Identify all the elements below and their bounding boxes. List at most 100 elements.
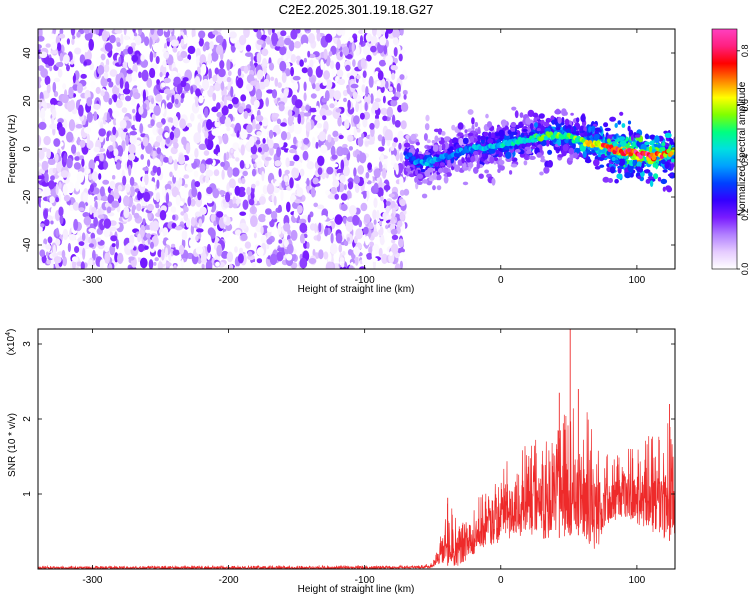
- spectrogram-cell: [457, 122, 464, 130]
- spectrogram-cell: [38, 135, 41, 147]
- spectrogram-cell: [52, 29, 57, 35]
- spectrogram-cell: [73, 162, 81, 170]
- spectrogram-cell: [244, 241, 252, 249]
- spectrogram-cell: [573, 152, 578, 159]
- spectrogram-cell: [338, 244, 343, 253]
- spectrogram-cell: [301, 42, 309, 52]
- spectrogram-cell: [201, 263, 205, 269]
- spectrogram-cell: [198, 30, 206, 39]
- spectrogram-cell: [383, 184, 391, 191]
- x-tick-label: -200: [219, 275, 239, 286]
- spectrogram-cell: [386, 106, 394, 118]
- spectrogram-cell: [147, 159, 151, 167]
- spectrogram-cell: [524, 146, 531, 150]
- spectrogram-cell: [285, 157, 290, 168]
- spectrogram-cell: [290, 66, 294, 77]
- spectrogram-cell: [226, 76, 232, 83]
- spectrogram-cell: [235, 157, 240, 162]
- spectrogram-cell: [319, 108, 327, 117]
- spectrogram-cell: [84, 49, 92, 62]
- spectrogram-cell: [539, 171, 544, 176]
- spectrogram-cell: [40, 223, 45, 228]
- spectrogram-cell: [329, 60, 335, 69]
- snr-scale-suffix: ): [6, 329, 17, 332]
- spectrogram-cell: [526, 149, 531, 155]
- spectrogram-cell: [122, 88, 131, 95]
- spectrogram-cell: [76, 171, 85, 184]
- spectrogram-cell: [283, 175, 289, 183]
- spectrogram-cell: [499, 165, 505, 171]
- spectrogram-cell: [391, 238, 396, 244]
- spectrogram-cell: [184, 183, 188, 188]
- spectrogram-cell: [339, 257, 345, 262]
- spectrogram-cell: [40, 80, 44, 87]
- spectrogram-cell: [347, 134, 354, 142]
- spectrogram-cell: [361, 133, 365, 139]
- spectrogram-cell: [287, 229, 292, 236]
- spectrogram-cell: [128, 164, 132, 177]
- spectrogram-cell: [431, 140, 436, 144]
- spectrogram-cell: [314, 82, 321, 92]
- spectrogram-cell: [377, 70, 384, 81]
- spectrogram-cell: [397, 220, 403, 228]
- spectrogram-cell: [50, 97, 58, 106]
- spectrogram-cell: [616, 173, 623, 179]
- spectrogram-cell: [306, 161, 315, 170]
- spectrogram-cell: [317, 167, 323, 176]
- spectrogram-cell: [523, 160, 528, 166]
- spectrogram-cell: [212, 30, 219, 35]
- spectrogram-cell: [320, 144, 328, 154]
- snr-line: [38, 408, 675, 569]
- spectrogram-cell: [405, 167, 411, 172]
- spectrogram-cell: [230, 86, 234, 98]
- spectrogram-cell: [354, 254, 359, 266]
- spectrogram-cell: [120, 94, 125, 101]
- spectrogram-cell: [378, 146, 385, 152]
- spectrogram-cell: [636, 166, 642, 172]
- spectrogram-cell: [384, 129, 393, 141]
- spectrogram-cell: [632, 141, 636, 148]
- spectrogram-cell: [303, 92, 307, 102]
- spectrogram-cell: [95, 237, 101, 242]
- spectrogram-cell: [250, 215, 258, 228]
- spectrogram-cell: [133, 212, 140, 219]
- spectrogram-cell: [277, 222, 282, 235]
- spectrogram-cell: [139, 123, 144, 134]
- spectrogram-cell: [489, 156, 495, 164]
- spectrogram-cell: [150, 119, 155, 127]
- spectrogram-cell: [296, 55, 301, 61]
- spectrogram-cell: [198, 218, 203, 227]
- spectrogram-cell: [93, 103, 101, 110]
- spectrogram-cell: [593, 147, 599, 151]
- spectrogram-cell: [299, 257, 308, 269]
- spectrogram-cell: [356, 128, 361, 133]
- spectrogram-cell: [380, 153, 384, 162]
- spectrogram-cell: [543, 121, 550, 127]
- spectrogram-cell: [232, 203, 238, 209]
- spectrogram-cell: [222, 38, 227, 51]
- spectrogram-cell: [337, 116, 342, 127]
- spectrogram-cell: [593, 133, 600, 140]
- spectrogram-cell: [66, 251, 70, 261]
- spectrogram-cell: [370, 93, 374, 104]
- spectrogram-cell: [172, 214, 176, 221]
- spectrogram-cell: [198, 143, 207, 150]
- spectrogram-cell: [187, 54, 192, 61]
- spectrogram-cell: [231, 97, 239, 105]
- spectrogram-cell: [77, 136, 81, 146]
- spectrogram-cell: [140, 54, 145, 62]
- spectrogram-cell: [576, 117, 580, 123]
- spectrogram-cell: [604, 127, 611, 132]
- spectrogram-cell: [120, 161, 124, 167]
- spectrogram-cell: [664, 132, 672, 138]
- spectrogram-cell: [115, 99, 123, 109]
- spectrogram-cell: [211, 128, 219, 136]
- spectrogram-cell: [362, 190, 367, 199]
- spectrogram-cell: [384, 30, 389, 39]
- spectrogram-cell: [281, 72, 287, 84]
- spectrogram-cell: [365, 172, 370, 179]
- spectrogram-cell: [348, 198, 354, 203]
- spectrogram-cell: [88, 174, 93, 181]
- spectrogram-cell: [199, 163, 206, 174]
- spectrogram-cell: [169, 131, 175, 141]
